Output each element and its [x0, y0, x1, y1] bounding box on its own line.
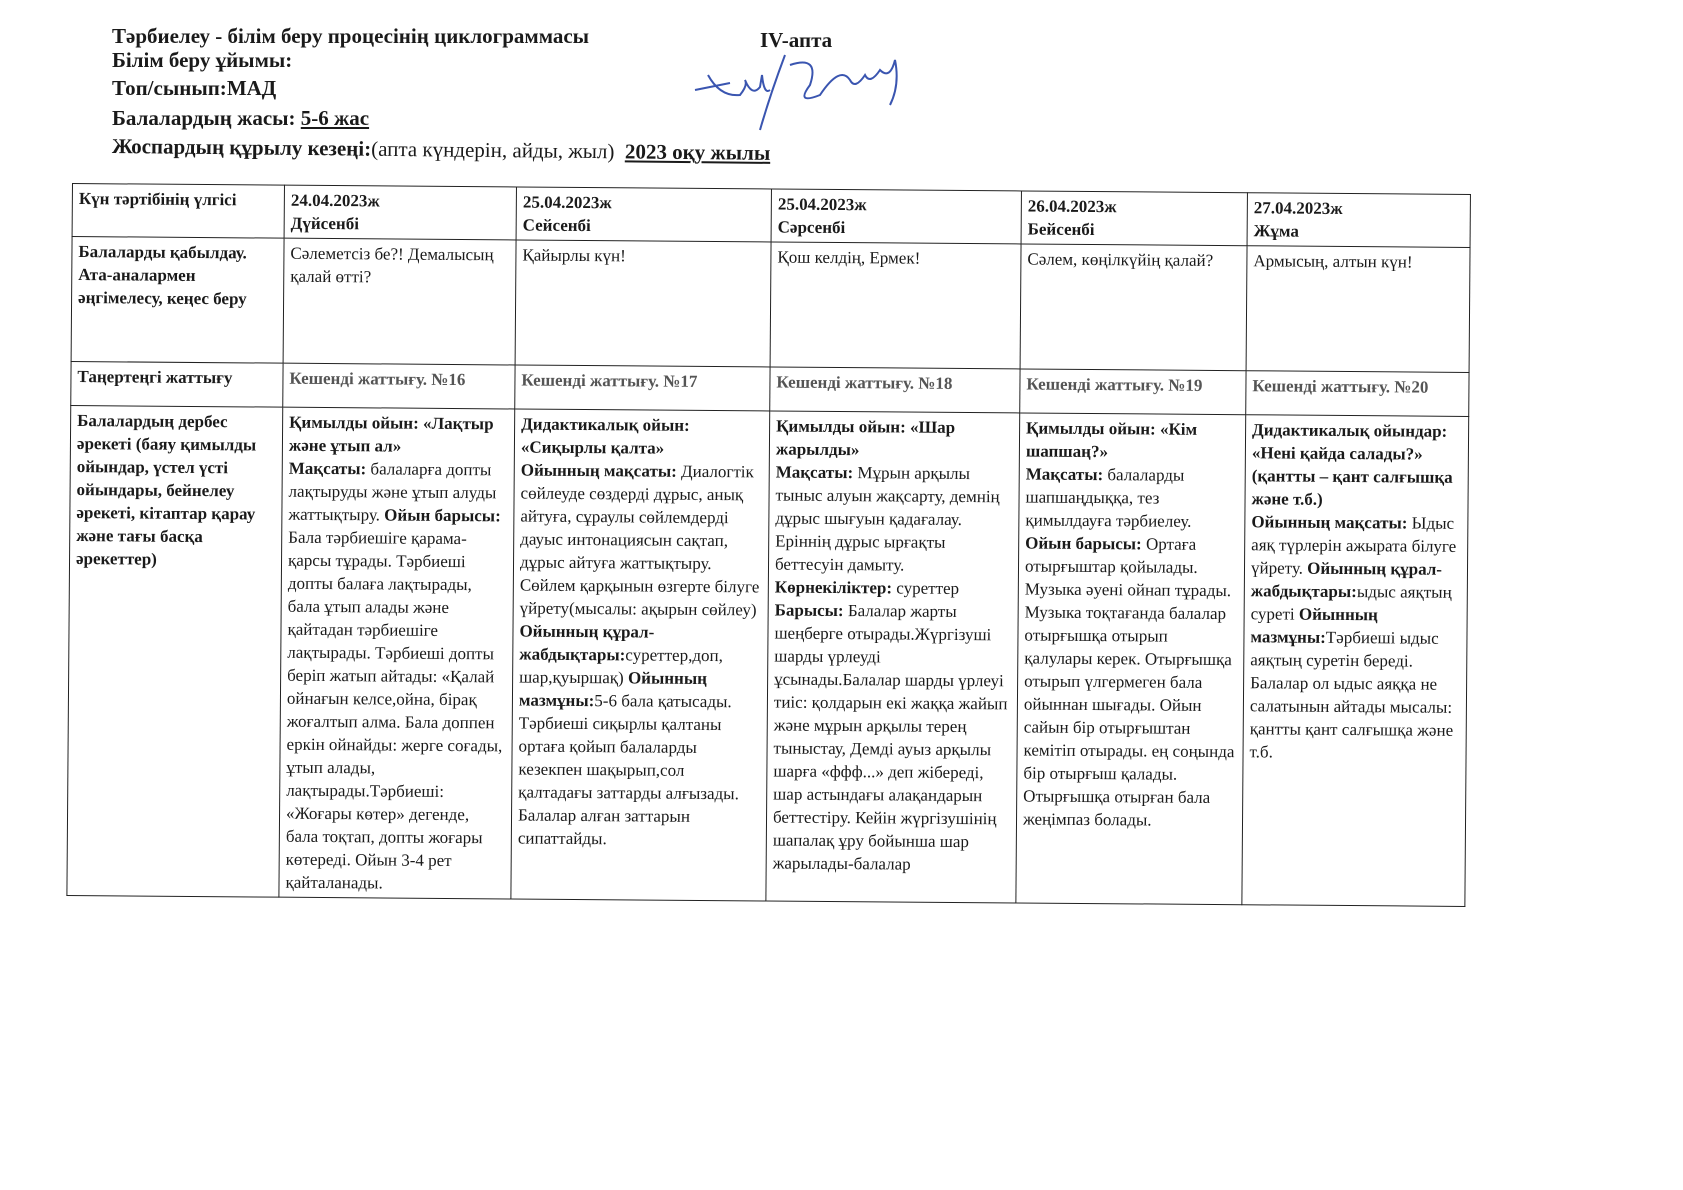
day-date: 26.04.2023ж	[1027, 196, 1117, 217]
table-cell: Кешенді жаттығу. №17	[514, 364, 771, 411]
bold-heading: Қимылды ойын: «Шар жарылды»	[775, 416, 956, 460]
day-date: 25.04.2023ж	[777, 194, 867, 215]
bold-heading: Дидактикалық ойын: «Сиқырлы қалта»	[520, 414, 690, 458]
body-text: Ортаға отырғыштар қойылады. Музыка әуені…	[1022, 534, 1235, 830]
day-header: 25.04.2023ж Сәрсенбі	[771, 188, 1022, 244]
bold-heading: Көрнекіліктер:	[774, 577, 897, 598]
group-line: Топ/сынып:МАД	[112, 74, 276, 102]
age-value: 5-6 жас	[300, 106, 370, 130]
row-label: Балалардың дербес әрекеті (баяу қимылды …	[66, 405, 283, 898]
period-hint: (апта күндерін, айды, жыл)	[371, 136, 615, 164]
document-title: Тәрбиелеу - білім беру процесінің циклог…	[112, 24, 590, 48]
table-row: Балаларды қабылдау. Ата-аналармен әңгіме…	[71, 236, 1471, 373]
bold-heading: Ойын барысы:	[1025, 533, 1147, 554]
table-cell: Кешенді жаттығу. №20	[1245, 370, 1470, 417]
table-row: Балалардың дербес әрекеті (баяу қимылды …	[66, 405, 1469, 907]
day-header: 27.04.2023ж Жұма	[1247, 192, 1471, 248]
bold-heading: Қимылды ойын: «Кім шапшаң?»	[1025, 418, 1198, 462]
day-header: 25.04.2023ж Сейсенбі	[516, 186, 772, 242]
table-cell: Кешенді жаттығу. №18	[769, 366, 1021, 413]
bold-heading: Ойынның мақсаты:	[1251, 512, 1412, 533]
org-label: Білім беру ұйымы:	[112, 48, 293, 72]
period-label: Жоспардың құрылу кезеңі:	[111, 134, 372, 161]
cyclogram-table: Күн тәртібінің үлгісі 24.04.2023ж Дүйсенб…	[66, 183, 1471, 907]
day-date: 27.04.2023ж	[1253, 198, 1343, 218]
bold-heading: Дидактикалық ойындар: «Нені қайда салады…	[1251, 420, 1453, 509]
day-date: 24.04.2023ж	[290, 190, 380, 211]
activity-cell: Дидактикалық ойындар: «Нені қайда салады…	[1241, 414, 1469, 907]
table-cell: Сәлеметсіз бе?! Демалысың қалай өтті?	[283, 238, 517, 365]
day-name: Жұма	[1253, 221, 1300, 241]
org-line: Білім беру ұйымы:	[112, 46, 292, 74]
week-label: IV-апта	[760, 28, 833, 52]
table-cell: Армысың, алтын күн!	[1246, 245, 1471, 373]
body-text: Бала тәрбиешіге қарама- қарсы тұрады. Тә…	[285, 527, 503, 893]
row-label: Таңертеңгі жаттығу	[70, 361, 284, 408]
day-header: 26.04.2023ж Бейсенбі	[1021, 190, 1248, 246]
bold-heading: Ойын барысы:	[384, 505, 501, 526]
day-name: Бейсенбі	[1027, 219, 1095, 240]
table-cell: Қош келдің, Ермек!	[770, 241, 1022, 369]
day-date: 25.04.2023ж	[522, 192, 612, 213]
body-text: Диалогтік сөйлеуде сөздерді дұрыс, анық …	[519, 461, 760, 620]
table-cell: Қайырлы күн!	[515, 239, 772, 367]
activity-cell: Қимылды ойын: «Лақтыр және ұтып ал» Мақса…	[278, 407, 515, 899]
table-cell: Кешенді жаттығу. №19	[1019, 368, 1247, 415]
group-label: Топ/сынып:	[112, 76, 227, 100]
bold-heading: Мақсаты:	[288, 458, 371, 479]
day-header: 24.04.2023ж Дүйсенбі	[284, 185, 517, 240]
activity-cell: Қимылды ойын: «Шар жарылды» Мақсаты: Мұры…	[765, 410, 1020, 903]
day-name: Дүйсенбі	[290, 213, 360, 234]
bold-heading: Мақсаты:	[1025, 464, 1108, 485]
body-text: суреттер	[896, 578, 960, 598]
table-cell: Сәлем, көңілкүйің қалай?	[1020, 243, 1248, 371]
activity-cell: Дидактикалық ойын: «Сиқырлы қалта» Ойынны…	[510, 408, 770, 901]
table-cell: Кешенді жаттығу. №16	[282, 363, 516, 409]
signature	[694, 54, 898, 131]
bold-heading: Мақсаты:	[775, 462, 858, 483]
age-label: Балалардың жасы:	[112, 106, 296, 130]
bold-heading: Қимылды ойын: «Лақтыр және ұтып ал»	[288, 412, 494, 456]
bold-heading: Ойынның мақсаты:	[520, 460, 682, 481]
body-text: Балалар жарты шеңберге отырады.Жүргізуші…	[772, 601, 1008, 874]
group-value: МАД	[226, 76, 277, 100]
row-label: Балаларды қабылдау. Ата-аналармен әңгіме…	[71, 236, 285, 364]
period-line: Жоспардың құрылу кезеңі:(апта күндерін, …	[112, 132, 771, 167]
day-name: Сейсенбі	[522, 215, 591, 236]
body-text: Тәрбиеші ыдыс аяқтың суретін береді. Бал…	[1249, 627, 1454, 762]
day-name: Сәрсенбі	[777, 217, 846, 238]
corner-header: Күн тәртібінің үлгісі	[72, 183, 285, 239]
age-line: Балалардың жасы: 5-6 жас	[112, 104, 369, 132]
period-value: 2023 оқу жылы	[624, 139, 771, 165]
activity-cell: Қимылды ойын: «Кім шапшаң?» Мақсаты: бала…	[1015, 412, 1246, 905]
body-text: 5-6 бала қатысады. Тәрбиеші сиқырлы қалт…	[517, 691, 739, 849]
bold-heading: Барысы:	[774, 600, 848, 621]
